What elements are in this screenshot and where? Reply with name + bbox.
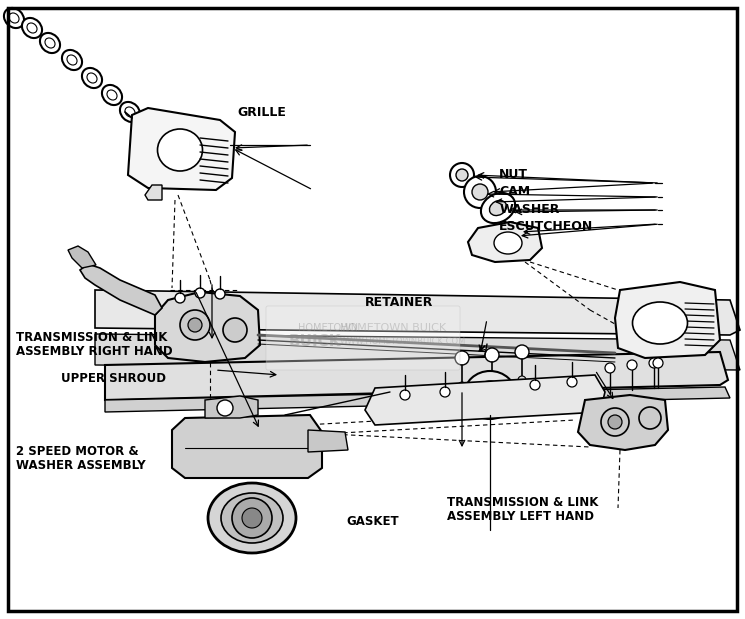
Polygon shape <box>105 352 728 400</box>
Circle shape <box>458 382 466 390</box>
Polygon shape <box>95 290 740 335</box>
Text: HOMETOWN BUICK: HOMETOWN BUICK <box>340 323 446 333</box>
Circle shape <box>175 293 185 303</box>
Ellipse shape <box>82 68 102 88</box>
Circle shape <box>400 390 410 400</box>
Circle shape <box>515 345 529 359</box>
Circle shape <box>518 376 526 384</box>
Polygon shape <box>145 185 162 200</box>
Text: WWW.HOMETOWNBUICK.COM: WWW.HOMETOWNBUICK.COM <box>340 337 466 347</box>
Text: TRANSMISSION & LINK: TRANSMISSION & LINK <box>447 496 598 509</box>
Ellipse shape <box>102 85 122 105</box>
Polygon shape <box>95 334 740 370</box>
Ellipse shape <box>4 8 24 28</box>
Circle shape <box>608 415 622 429</box>
Circle shape <box>627 360 637 370</box>
Circle shape <box>649 358 659 368</box>
Text: GASKET: GASKET <box>346 514 399 528</box>
Ellipse shape <box>45 38 55 48</box>
Polygon shape <box>68 246 96 268</box>
Polygon shape <box>205 396 258 418</box>
Ellipse shape <box>120 102 140 122</box>
Circle shape <box>215 289 225 299</box>
Ellipse shape <box>125 107 135 117</box>
Ellipse shape <box>107 90 117 100</box>
Polygon shape <box>615 282 720 358</box>
Circle shape <box>464 176 496 208</box>
Circle shape <box>530 380 540 390</box>
Ellipse shape <box>494 232 522 254</box>
Ellipse shape <box>464 371 516 419</box>
Ellipse shape <box>221 493 283 543</box>
Polygon shape <box>80 264 162 315</box>
Circle shape <box>472 184 488 200</box>
Text: ESCUTCHEON: ESCUTCHEON <box>499 220 594 233</box>
Ellipse shape <box>87 73 97 83</box>
Ellipse shape <box>27 23 37 33</box>
Ellipse shape <box>481 193 515 223</box>
Ellipse shape <box>62 50 82 70</box>
Ellipse shape <box>208 483 296 553</box>
Ellipse shape <box>67 55 77 65</box>
Circle shape <box>217 400 233 416</box>
Text: CAM: CAM <box>499 185 530 199</box>
Circle shape <box>601 408 629 436</box>
Text: BUICK: BUICK <box>289 334 341 350</box>
Polygon shape <box>105 387 730 412</box>
Circle shape <box>456 169 468 181</box>
Text: RETAINER: RETAINER <box>365 295 434 309</box>
Circle shape <box>567 377 577 387</box>
Circle shape <box>455 351 469 365</box>
Ellipse shape <box>157 129 203 171</box>
Text: WASHER: WASHER <box>499 202 559 216</box>
Circle shape <box>195 288 205 298</box>
Circle shape <box>605 363 615 373</box>
Text: TRANSMISSION & LINK: TRANSMISSION & LINK <box>16 331 168 344</box>
Text: ASSEMBLY RIGHT HAND: ASSEMBLY RIGHT HAND <box>16 345 173 358</box>
Text: HOMETOWN: HOMETOWN <box>298 323 358 333</box>
Ellipse shape <box>22 18 42 38</box>
Ellipse shape <box>475 381 505 409</box>
Polygon shape <box>468 222 542 262</box>
FancyBboxPatch shape <box>266 306 460 370</box>
Circle shape <box>653 358 663 368</box>
Circle shape <box>450 163 474 187</box>
Circle shape <box>242 508 262 528</box>
Text: 2 SPEED MOTOR &: 2 SPEED MOTOR & <box>16 445 139 459</box>
Polygon shape <box>308 430 348 452</box>
Circle shape <box>232 498 272 538</box>
Text: WASHER ASSEMBLY: WASHER ASSEMBLY <box>16 459 146 472</box>
Ellipse shape <box>9 13 19 23</box>
Ellipse shape <box>633 302 688 344</box>
Polygon shape <box>172 415 322 478</box>
Circle shape <box>440 387 450 397</box>
Circle shape <box>639 407 661 429</box>
Polygon shape <box>365 375 605 425</box>
Text: NUT: NUT <box>499 168 528 181</box>
Circle shape <box>180 310 210 340</box>
Polygon shape <box>578 395 668 450</box>
Polygon shape <box>128 108 235 190</box>
Circle shape <box>488 379 496 387</box>
Ellipse shape <box>489 201 507 215</box>
Circle shape <box>223 318 247 342</box>
Polygon shape <box>155 292 260 362</box>
Text: UPPER SHROUD: UPPER SHROUD <box>61 372 166 386</box>
Ellipse shape <box>40 33 60 53</box>
Circle shape <box>188 318 202 332</box>
Text: GRILLE: GRILLE <box>237 106 286 119</box>
Text: ASSEMBLY LEFT HAND: ASSEMBLY LEFT HAND <box>447 510 594 524</box>
Circle shape <box>485 348 499 362</box>
